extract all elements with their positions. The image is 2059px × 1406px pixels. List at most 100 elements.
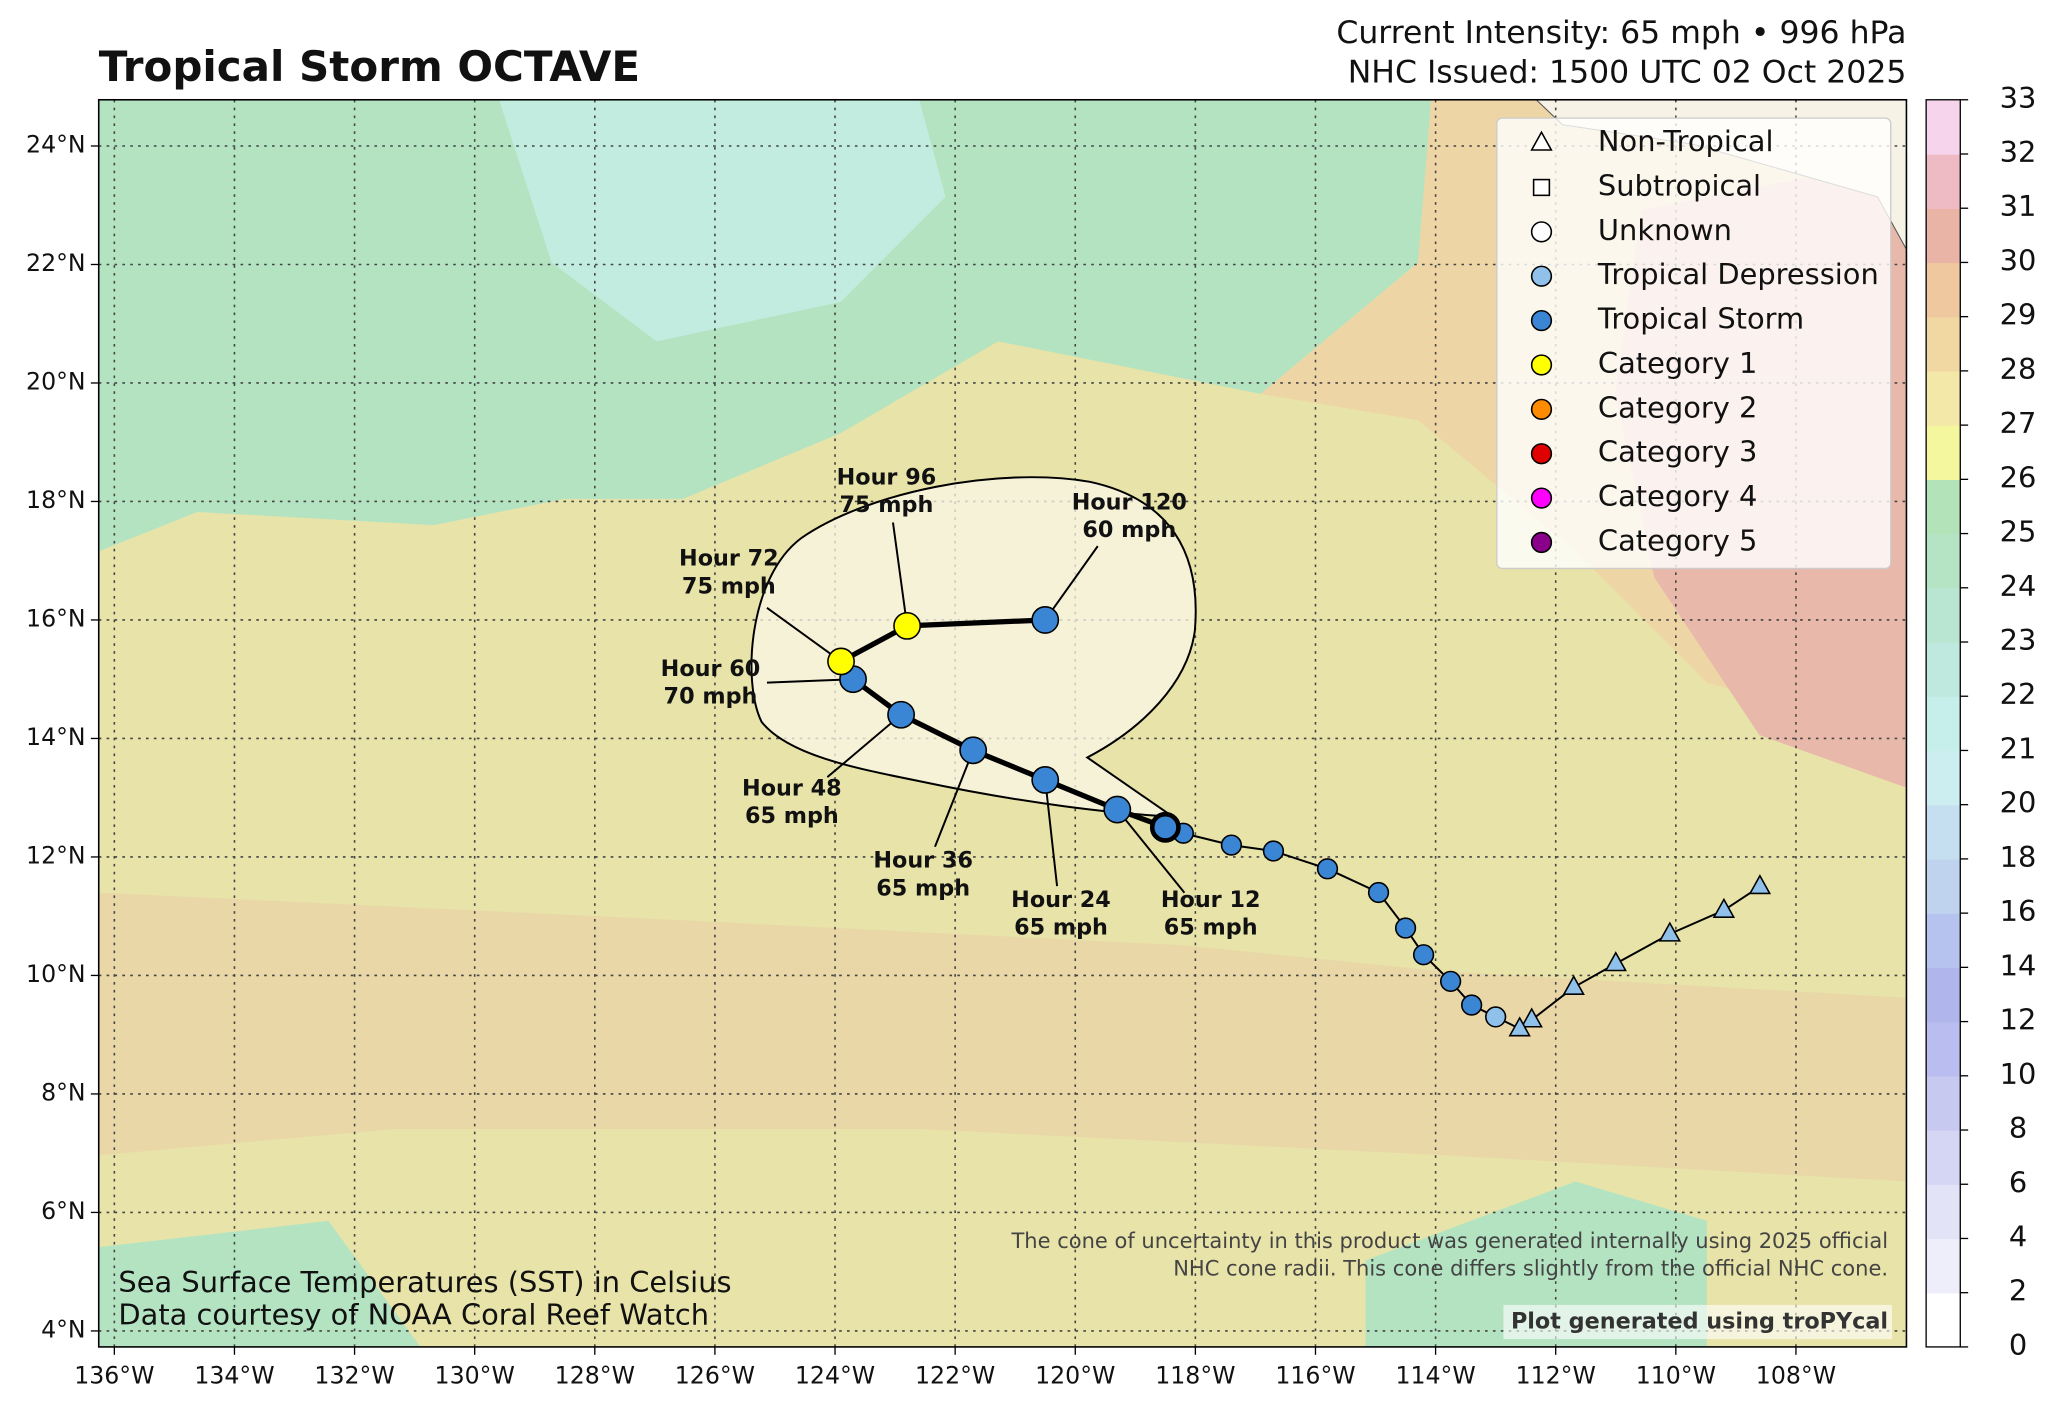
- colorbar-band: [1926, 479, 1961, 535]
- forecast-hour: Hour 96: [837, 464, 937, 490]
- issued: NHC Issued: 1500 UTC 02 Oct 2025: [1348, 55, 1907, 91]
- legend-label: Unknown: [1598, 213, 1732, 247]
- marker: [1712, 897, 1736, 918]
- forecast-hour: Hour 72: [679, 546, 779, 572]
- x-tick-label: 134°W: [194, 1362, 274, 1390]
- colorbar-band: [1926, 99, 1961, 155]
- x-tick-label: 126°W: [675, 1362, 755, 1390]
- colorbar-band: [1926, 1292, 1961, 1348]
- colorbar-label: 14: [2000, 948, 2037, 982]
- marker: [1485, 1006, 1507, 1028]
- colorbar-band: [1926, 262, 1961, 318]
- marker: [1562, 974, 1585, 995]
- colorbar-band: [1926, 1184, 1961, 1240]
- forecast-hour: Hour 60: [661, 656, 761, 682]
- label-leader: [1044, 779, 1059, 887]
- credit: Plot generated using troPYcal: [1511, 1308, 1888, 1334]
- y-tick-label: 8°N: [41, 1078, 86, 1106]
- label-leader: [766, 607, 842, 663]
- y-tick-label: 4°N: [41, 1315, 86, 1343]
- colorbar-band: [1926, 750, 1961, 806]
- x-tick-label: 112°W: [1516, 1362, 1596, 1390]
- marker: [1103, 795, 1132, 824]
- colorbar-label: 6: [2009, 1165, 2027, 1199]
- x-tick-label: 110°W: [1636, 1362, 1716, 1390]
- title: Tropical Storm OCTAVE: [99, 42, 640, 91]
- legend-label: Category 2: [1598, 390, 1757, 424]
- colorbar-band: [1926, 967, 1961, 1023]
- y-tick-label: 24°N: [26, 130, 86, 158]
- y-tick-label: 10°N: [26, 960, 86, 988]
- colorbar-band: [1926, 1130, 1961, 1185]
- label-leader: [934, 749, 975, 848]
- forecast-wind: 75 mph: [682, 573, 776, 599]
- colorbar-label: 22: [2000, 677, 2037, 711]
- label-leader: [1044, 545, 1099, 621]
- marker: [1530, 354, 1553, 376]
- colorbar-label: 31: [2000, 189, 2037, 223]
- colorbar-band: [1926, 804, 1961, 860]
- colorbar-label: 4: [2009, 1219, 2027, 1253]
- marker: [1412, 944, 1435, 966]
- x-tick-label: 130°W: [435, 1362, 515, 1390]
- marker: [959, 736, 988, 765]
- intensity: Current Intensity: 65 mph • 996 hPa: [1336, 15, 1906, 51]
- label-leader: [766, 678, 854, 684]
- colorbar-band: [1926, 642, 1961, 697]
- marker: [1530, 221, 1553, 243]
- marker: [1530, 487, 1553, 509]
- marker: [1530, 130, 1553, 151]
- x-tick-label: 118°W: [1155, 1362, 1235, 1390]
- legend-label: Tropical Storm: [1597, 302, 1804, 336]
- marker: [1394, 917, 1417, 939]
- colorbar-band: [1926, 913, 1961, 969]
- colorbar-band: [1926, 1238, 1961, 1294]
- y-tick-label: 22°N: [26, 249, 86, 277]
- legend-label: Category 4: [1598, 479, 1757, 513]
- forecast-wind: 65 mph: [1164, 915, 1258, 941]
- forecast-wind: 75 mph: [839, 492, 933, 518]
- colorbar: 0246810121416182021222324252627282930313…: [1925, 81, 2037, 1362]
- legend: Non-Tropical Subtropical Unknown Tropical D…: [1530, 124, 1879, 557]
- sst-cool: [98, 99, 1432, 552]
- marker: [827, 647, 855, 676]
- sst-cool-sw: [98, 1220, 421, 1347]
- forecast-hour: Hour 24: [1011, 887, 1111, 913]
- colorbar-label: 30: [2000, 243, 2037, 277]
- legend-label: Category 5: [1598, 523, 1757, 557]
- sst-note: Sea Surface Temperatures (SST) in Celsiu…: [118, 1265, 731, 1299]
- marker: [1530, 309, 1553, 332]
- marker: [1508, 1016, 1531, 1037]
- marker: [1530, 265, 1553, 287]
- x-tick-label: 132°W: [314, 1362, 394, 1390]
- forecast-wind: 65 mph: [876, 875, 970, 901]
- colorbar-label: 23: [2000, 623, 2037, 657]
- sst-band: [98, 892, 1907, 1182]
- marker: [1031, 606, 1060, 634]
- colorbar-band: [1926, 533, 1961, 589]
- colorbar-label: 29: [2000, 298, 2037, 332]
- marker: [1031, 766, 1060, 794]
- marker: [1532, 178, 1551, 197]
- x-tick-label: 136°W: [74, 1362, 154, 1390]
- legend-label: Category 3: [1598, 435, 1757, 469]
- colorbar-band: [1926, 425, 1961, 480]
- legend-label: Non-Tropical: [1598, 124, 1774, 158]
- marker: [1520, 1007, 1543, 1028]
- colorbar-label: 12: [2000, 1003, 2037, 1037]
- marker: [893, 611, 922, 640]
- colorbar-band: [1926, 1075, 1961, 1131]
- forecast-hour: Hour 120: [1072, 489, 1187, 515]
- forecast-hour: Hour 48: [742, 775, 842, 801]
- colorbar-label: 0: [2009, 1328, 2027, 1362]
- y-tick-label: 6°N: [41, 1197, 86, 1225]
- sst-note: Data courtesy of NOAA Coral Reef Watch: [118, 1298, 709, 1332]
- colorbar-band: [1926, 316, 1961, 372]
- cone-note: NHC cone radii. This cone differs slight…: [1173, 1256, 1888, 1280]
- colorbar-band: [1926, 587, 1961, 643]
- colorbar-label: 25: [2000, 515, 2037, 549]
- colorbar-label: 32: [2000, 135, 2037, 169]
- y-tick-label: 16°N: [26, 604, 86, 632]
- marker: [1748, 874, 1772, 895]
